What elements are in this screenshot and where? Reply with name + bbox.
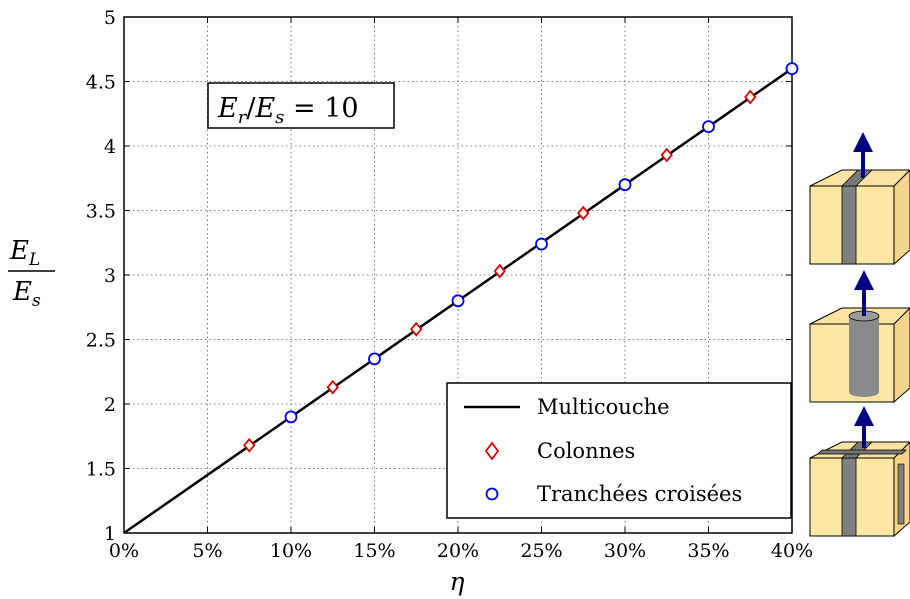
tranchees-point bbox=[785, 62, 799, 75]
crossed-trench-cell-icon bbox=[809, 406, 910, 538]
tranchees-point bbox=[702, 120, 715, 134]
colonnes-point bbox=[493, 263, 506, 279]
ratio-annotation: Er/Es = 10 bbox=[207, 82, 395, 129]
legend-label-multicouche: Multicouche bbox=[537, 395, 670, 419]
colonnes-point bbox=[243, 437, 256, 453]
legend-diamond-swatch bbox=[484, 441, 500, 461]
column-cell-icon bbox=[809, 270, 910, 404]
axes: 0% 5% 10% 15% 20% 25% 30% 35% 40% 1 1.5 2 2.5 3 3.5 4 4.… bbox=[86, 7, 813, 562]
colonnes-point bbox=[326, 379, 339, 395]
x-tick-label: 35% bbox=[687, 540, 729, 562]
y-tick-label: 4 bbox=[104, 136, 116, 158]
x-tick-label: 10% bbox=[270, 540, 312, 562]
y-tick-label: 3 bbox=[104, 265, 116, 287]
slab-cell-icon bbox=[809, 132, 910, 266]
colonnes-point bbox=[410, 321, 423, 337]
y-tick-label: 4.5 bbox=[86, 72, 116, 94]
x-axis-label: η bbox=[450, 567, 465, 596]
annotation-text: Er/Es = 10 bbox=[217, 93, 359, 128]
y-axis-label: EL Es bbox=[8, 236, 55, 311]
legend-label-colonnes: Colonnes bbox=[537, 439, 635, 463]
x-tick-label: 20% bbox=[437, 540, 479, 562]
series-layer bbox=[123, 62, 799, 535]
y-tick-label: 2.5 bbox=[86, 330, 116, 352]
legend-box bbox=[446, 382, 792, 519]
y-label-numerator: EL bbox=[9, 236, 40, 270]
tranchees-point bbox=[284, 410, 298, 424]
legend: Multicouche Colonnes Tranchées croisées bbox=[446, 382, 792, 519]
x-tick-label: 15% bbox=[353, 540, 395, 562]
y-tick-label: 1 bbox=[104, 523, 116, 545]
annotation-box bbox=[207, 82, 395, 129]
colonnes-point bbox=[660, 147, 673, 163]
colonnes-point bbox=[577, 205, 590, 221]
x-tick-label: 40% bbox=[771, 540, 813, 562]
x-tick-label: 0% bbox=[109, 540, 139, 562]
y-tick-label: 5 bbox=[104, 7, 116, 29]
tranchees-point bbox=[618, 178, 632, 192]
x-tick-label: 25% bbox=[520, 540, 562, 562]
y-tick-label: 3.5 bbox=[86, 201, 116, 223]
tranchees-point bbox=[451, 294, 465, 308]
y-tick-label: 1.5 bbox=[86, 459, 116, 481]
x-tick-label: 5% bbox=[192, 540, 222, 562]
x-tick-label: 30% bbox=[604, 540, 646, 562]
tranchees-point bbox=[535, 237, 548, 251]
legend-label-tranchees: Tranchées croisées bbox=[537, 482, 742, 506]
tranchees-point bbox=[368, 352, 381, 366]
y-tick-label: 2 bbox=[104, 394, 116, 416]
colonnes-point bbox=[744, 89, 757, 105]
legend-circle-swatch bbox=[485, 487, 499, 501]
y-label-denominator: Es bbox=[12, 277, 41, 311]
